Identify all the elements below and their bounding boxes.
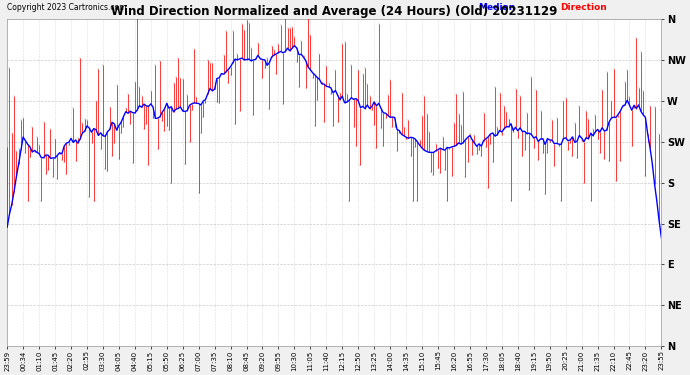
Text: Direction: Direction <box>560 3 607 12</box>
Title: Wind Direction Normalized and Average (24 Hours) (Old) 20231129: Wind Direction Normalized and Average (2… <box>111 5 558 18</box>
Text: Median: Median <box>478 3 515 12</box>
Text: Copyright 2023 Cartronics.com: Copyright 2023 Cartronics.com <box>7 3 127 12</box>
